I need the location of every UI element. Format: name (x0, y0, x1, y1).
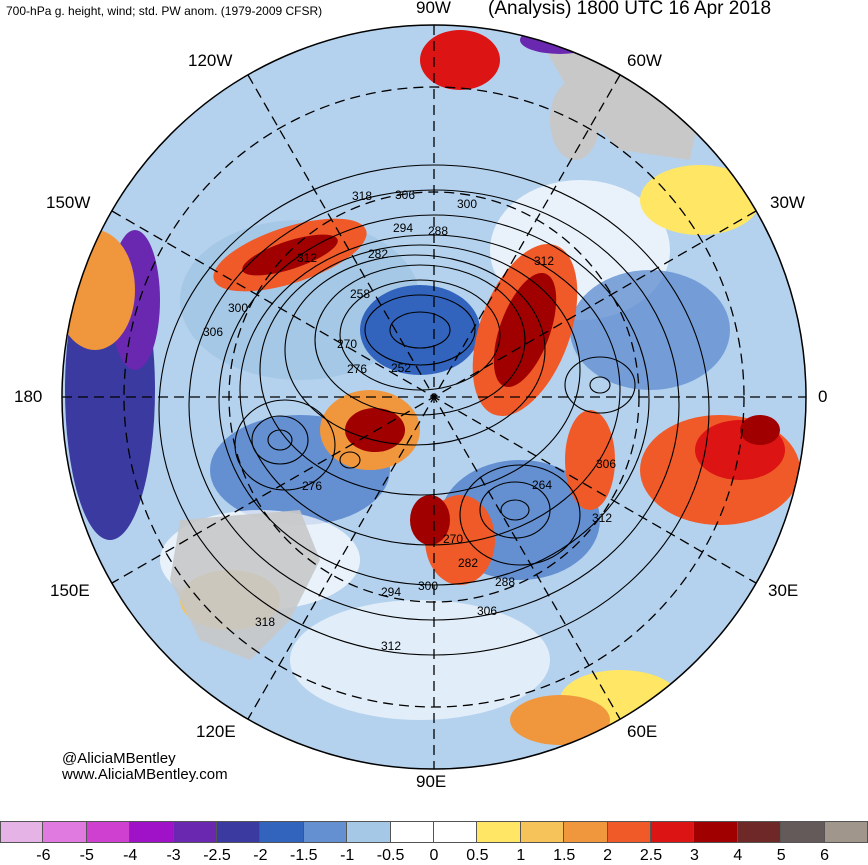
contour-label: 288 (428, 224, 448, 238)
lon-label-0: 0 (818, 387, 828, 406)
credit-handle: @AliciaMBentley (62, 750, 176, 767)
contour-label: 294 (381, 585, 401, 599)
contour-label: 282 (458, 556, 478, 570)
colorbar-swatch (130, 821, 174, 843)
lon-label-90e: 90E (416, 772, 447, 791)
lon-label-120w: 120W (188, 51, 233, 70)
contour-label: 282 (368, 247, 388, 261)
colorbar-tick-label: -0.5 (376, 847, 405, 864)
contour-label: 294 (393, 221, 413, 235)
colorbar-swatch (434, 821, 478, 843)
lon-label-60w: 60W (627, 51, 662, 70)
contour-label: 306 (203, 325, 223, 339)
lon-label-90w: 90W (416, 0, 451, 17)
map-title: (Analysis) 1800 UTC 16 Apr 2018 (488, 0, 772, 19)
colorbar-tick-label: -6 (36, 847, 51, 864)
colorbar-swatch (781, 821, 825, 843)
colorbar-swatch (0, 821, 44, 843)
map-subtitle: 700-hPa g. height, wind; std. PW anom. (… (6, 4, 323, 18)
colorbar-swatch (347, 821, 391, 843)
colorbar-swatch (86, 821, 131, 843)
colorbar-tick-label: 1.5 (553, 847, 576, 864)
colorbar-tick-label: -4 (123, 847, 138, 864)
colorbar-tick-label: 6 (820, 847, 830, 864)
pw-anomaly-field (62, 25, 806, 769)
contour-label: 288 (495, 575, 515, 589)
contour-label: 264 (532, 478, 552, 492)
colorbar-swatch (260, 821, 304, 843)
contour-labels: 318 306 300 294 288 312 282 258 300 306 … (203, 188, 616, 653)
contour-label: 270 (443, 532, 463, 546)
contour-label: 306 (395, 188, 415, 202)
colorbar-tick-label: 2.5 (639, 847, 663, 864)
colorbar-tick-label: -1.5 (290, 847, 318, 864)
contour-label: 312 (297, 251, 317, 265)
colorbar-tick-label: 5 (776, 847, 786, 864)
colorbar-tick-label: 2 (603, 847, 613, 864)
colorbar-tick-label: 0 (429, 847, 439, 864)
lon-label-150w: 150W (46, 193, 91, 212)
contour-label: 300 (457, 197, 477, 211)
colorbar-swatch (651, 821, 695, 843)
colorbar-swatch (694, 821, 738, 843)
colorbar-tick-label: 4 (733, 847, 743, 864)
contour-label: 276 (347, 362, 367, 376)
colorbar-swatch (43, 821, 87, 843)
colorbar-swatch (520, 821, 565, 843)
credit-website: www.AliciaMBentley.com (62, 766, 228, 783)
contour-label: 300 (228, 301, 248, 315)
contour-label: 318 (352, 189, 372, 203)
colorbar-tick-label: -2.5 (203, 847, 231, 864)
colorbar-swatch (564, 821, 608, 843)
contour-label: 270 (337, 337, 357, 351)
lon-label-150e: 150E (50, 581, 90, 600)
contour-label: 312 (592, 511, 612, 525)
colorbar-tick-label: -1 (340, 847, 355, 864)
contour-label: 306 (596, 457, 616, 471)
lon-label-30e: 30E (768, 581, 799, 600)
colorbar-swatch (217, 821, 261, 843)
contour-label: 258 (350, 287, 370, 301)
colorbar-tick-label: -3 (166, 847, 181, 864)
colorbar-swatch (390, 821, 434, 843)
colorbar-swatch (477, 821, 521, 843)
contour-label: 276 (302, 479, 322, 493)
lon-label-60e: 60E (627, 722, 658, 741)
colorbar-frame (0, 821, 868, 843)
lon-label-30w: 30W (770, 193, 805, 212)
contour-label: 312 (534, 254, 554, 268)
colorbar-swatch (303, 821, 348, 843)
contour-label: 318 (255, 615, 275, 629)
colorbar: -6 -5 -4 -3 -2.5 -2 -1.5 -1 -0.5 0 0.5 1 1.5 2 2.5 3 4 5 6 (0, 821, 868, 865)
colorbar-tick-label: -5 (79, 847, 94, 864)
lon-label-120e: 120E (196, 722, 236, 741)
colorbar-tick-label: 1 (516, 847, 526, 864)
lon-label-180: 180 (14, 387, 43, 406)
contour-label: 312 (381, 639, 401, 653)
map-boundary (61, 24, 807, 770)
contour-label: 306 (477, 604, 497, 618)
colorbar-tick-label: 3 (689, 847, 699, 864)
colorbar-swatch (737, 821, 782, 843)
contour-label: 252 (391, 361, 411, 375)
colorbar-tick-label: -2 (253, 847, 268, 864)
colorbar-swatch (173, 821, 217, 843)
contour-label: 300 (418, 579, 438, 593)
polar-stereographic-map: 318 306 300 294 288 312 282 258 300 306 … (61, 24, 807, 770)
colorbar-swatch (607, 821, 651, 843)
colorbar-tick-label: 0.5 (466, 847, 489, 864)
graticule (62, 25, 806, 769)
